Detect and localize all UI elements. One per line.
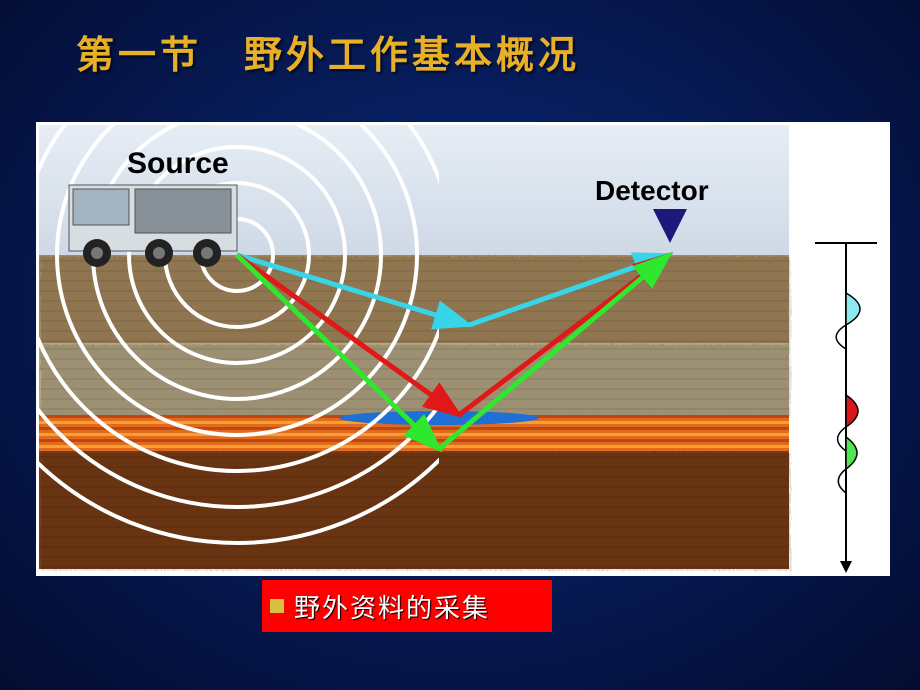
caption-text: 野外资料的采集 xyxy=(294,588,490,625)
source-truck xyxy=(69,185,237,267)
slide-title: 第一节 野外工作基本概况 xyxy=(76,24,580,79)
reservoir-lens xyxy=(339,411,539,425)
caption-box: 野外资料的采集 xyxy=(262,580,552,632)
slide: 第一节 野外工作基本概况 xyxy=(0,0,920,690)
bullet-icon xyxy=(270,599,284,613)
source-label: Source xyxy=(127,147,229,181)
seismic-diagram: Source Detector xyxy=(36,122,890,576)
diagram-svg xyxy=(39,125,887,573)
detector-label: Detector xyxy=(595,175,709,207)
